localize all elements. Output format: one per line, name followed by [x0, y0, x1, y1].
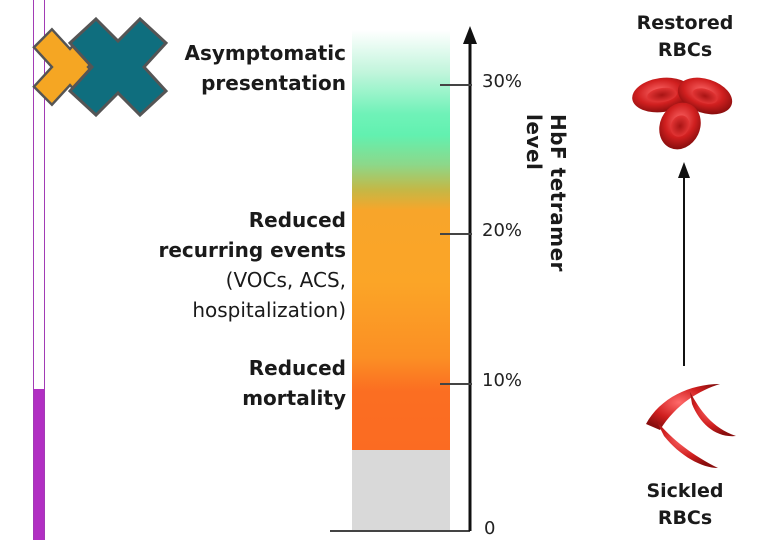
y-axis-arrowhead [463, 26, 477, 44]
hbf-gradient-bar [352, 30, 450, 450]
recurring-events-detail-2: hospitalization) [192, 298, 346, 322]
asymptomatic-label: Asymptomatic presentation [184, 41, 346, 95]
tick-label-0: 0 [484, 518, 496, 539]
sickled-rbcs-label: Sickled RBCs [646, 480, 724, 529]
progress-strip-fill [34, 388, 44, 540]
axis-title: HbF tetramer level [522, 114, 570, 272]
restored-rbcs-label: Restored RBCs [636, 12, 734, 61]
recurring-events-detail-1: (VOCs, ACS, [225, 268, 346, 292]
restored-rbc-icon [632, 77, 733, 150]
improvement-arrow-head [678, 162, 690, 178]
baseline-zone [352, 450, 450, 531]
mortality-label: Reduced mortality [242, 356, 346, 410]
tick-label-30: 30% [482, 71, 523, 92]
double-x-logo-icon [32, 16, 169, 118]
tick-label-20: 20% [482, 220, 523, 241]
sickled-rbc-icon [646, 384, 736, 468]
tick-label-10: 10% [482, 370, 523, 391]
recurring-events-label: Reduced recurring events (VOCs, ACS, hos… [159, 205, 347, 325]
progress-strip [33, 0, 45, 540]
